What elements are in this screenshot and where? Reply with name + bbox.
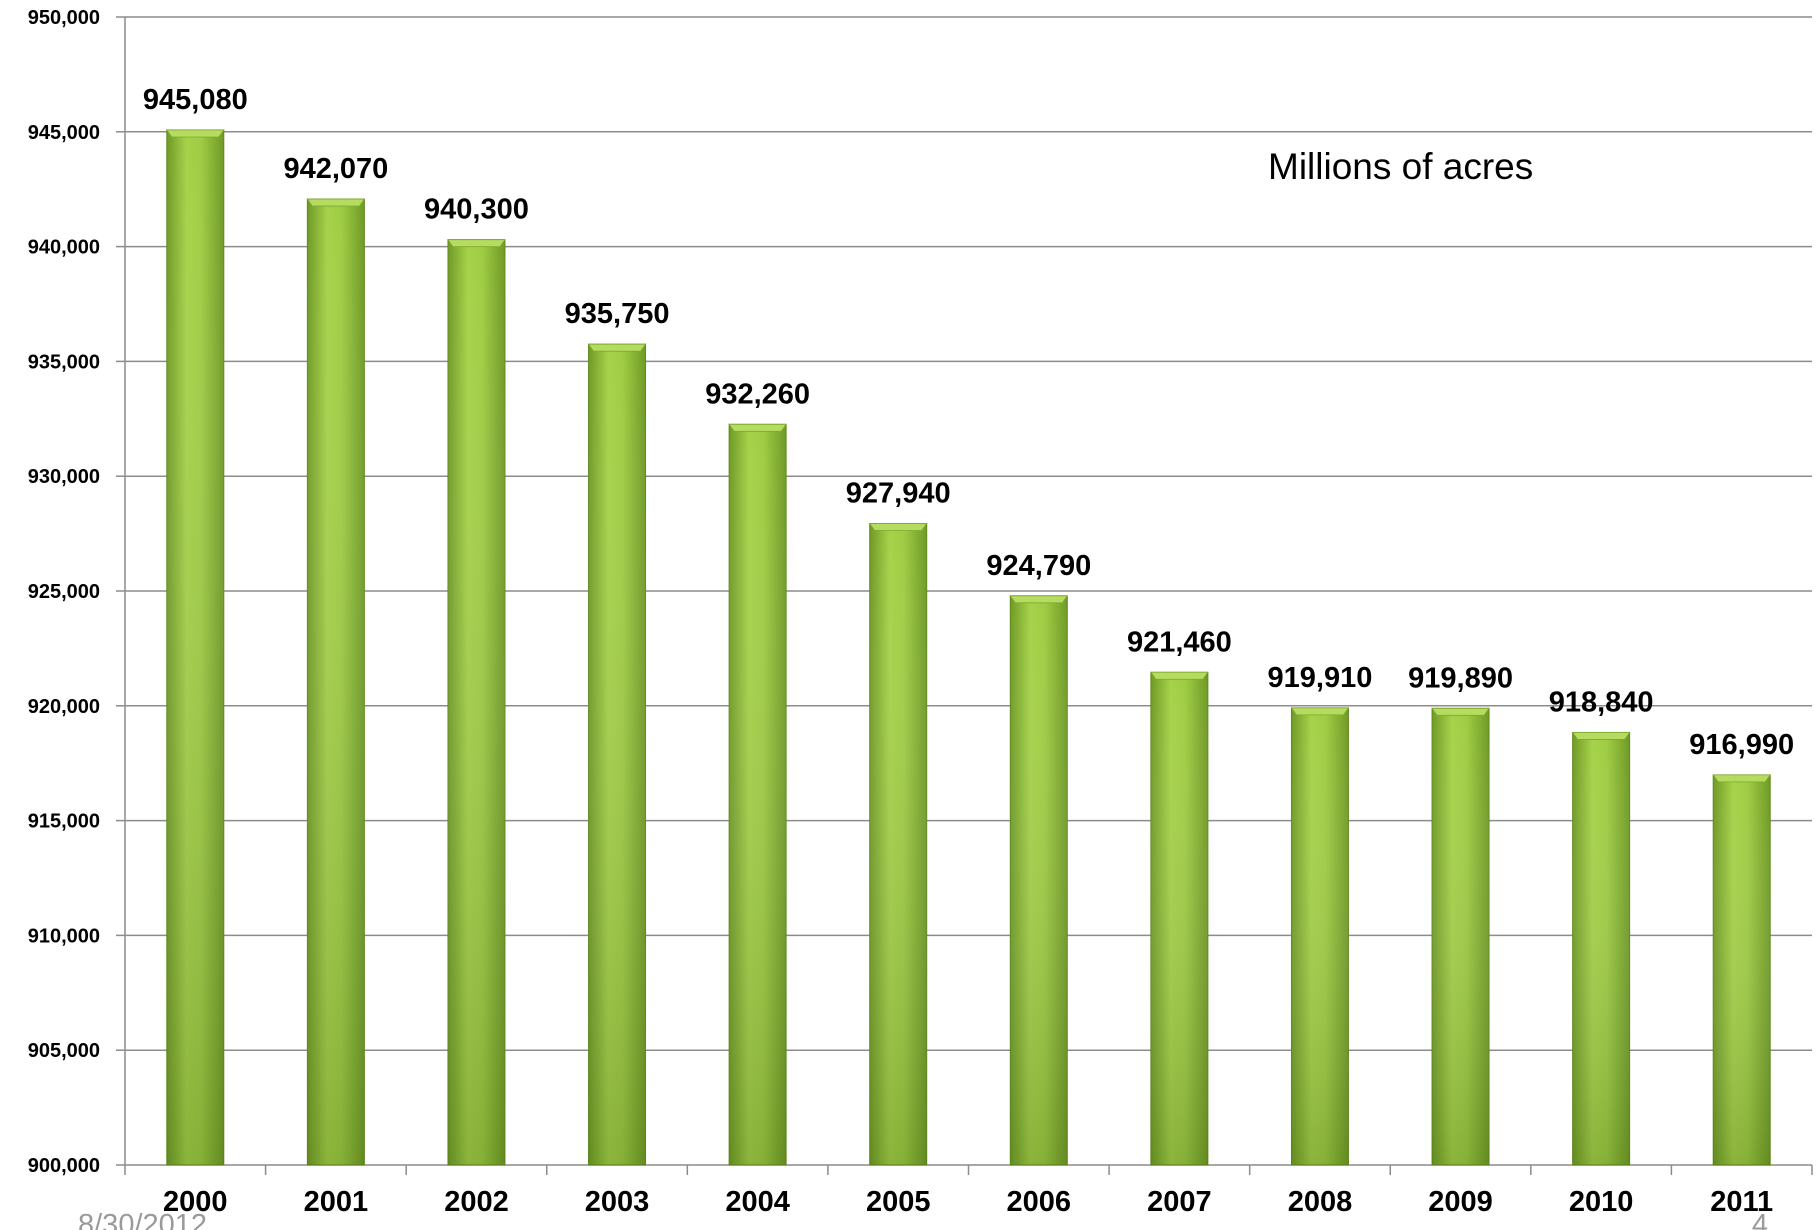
- bar: [306, 198, 366, 1166]
- y-tick-label: 900,000: [28, 1155, 100, 1177]
- x-tick-label: 2011: [1710, 1186, 1773, 1218]
- x-tick-label: 2001: [304, 1186, 369, 1218]
- bar: [1712, 774, 1771, 1166]
- data-label: 927,940: [846, 477, 951, 509]
- bar: [1571, 731, 1631, 1166]
- footer-date: 8/30/2012: [78, 1209, 207, 1230]
- y-tick-label: 930,000: [28, 466, 100, 488]
- x-tick-label: 2002: [444, 1186, 509, 1218]
- data-label: 942,070: [283, 153, 388, 185]
- y-tick-label: 950,000: [28, 7, 100, 29]
- data-label: 935,750: [565, 298, 670, 330]
- y-tick-label: 940,000: [28, 237, 100, 259]
- bar: [1290, 707, 1350, 1166]
- x-tick-label: 2005: [866, 1186, 931, 1218]
- bar: [1150, 671, 1209, 1166]
- x-tick-label: 2004: [725, 1186, 790, 1218]
- y-tick-label: 910,000: [28, 925, 100, 947]
- x-tick-label: 2000: [163, 1186, 228, 1218]
- bar: [587, 343, 647, 1166]
- x-tick-label: 2007: [1147, 1186, 1212, 1218]
- gridlines: [125, 16, 1812, 1051]
- y-tick-label: 920,000: [28, 696, 100, 718]
- footer-page-number: 4: [1752, 1209, 1768, 1230]
- data-label: 919,910: [1268, 662, 1373, 694]
- data-labels: 945,080 2000 942,070 2001 940,300 2002 935,750…: [143, 84, 1794, 1218]
- data-label: 918,840: [1549, 686, 1654, 718]
- data-label: 921,460: [1127, 626, 1232, 658]
- bar: [1009, 595, 1069, 1166]
- x-tick-label: 2003: [585, 1186, 650, 1218]
- bar: [1431, 707, 1490, 1166]
- y-tick-label: 935,000: [28, 351, 100, 373]
- data-label: 940,300: [424, 194, 529, 226]
- axes: 900,000 905,000 910,000 915,000 920,000 925,0…: [28, 7, 1813, 1177]
- data-label: 932,260: [705, 378, 810, 410]
- data-label: 919,890: [1408, 662, 1513, 694]
- x-tick-label: 2010: [1569, 1186, 1634, 1218]
- bar: [447, 239, 506, 1166]
- x-tick-label: 2008: [1288, 1186, 1353, 1218]
- bar: [166, 129, 225, 1166]
- bar: [728, 423, 787, 1166]
- y-tick-label: 925,000: [28, 581, 100, 603]
- data-label: 916,990: [1689, 729, 1794, 761]
- x-tick-label: 2006: [1007, 1186, 1072, 1218]
- bars: [166, 129, 1771, 1166]
- x-tick-label: 2009: [1428, 1186, 1493, 1218]
- data-label: 945,080: [143, 84, 248, 116]
- data-label: 924,790: [986, 550, 1091, 582]
- chart-annotation: Millions of acres: [1268, 146, 1533, 187]
- y-tick-label: 905,000: [28, 1040, 100, 1062]
- bar: [868, 522, 928, 1166]
- y-tick-label: 945,000: [28, 122, 100, 144]
- y-tick-label: 915,000: [28, 811, 100, 833]
